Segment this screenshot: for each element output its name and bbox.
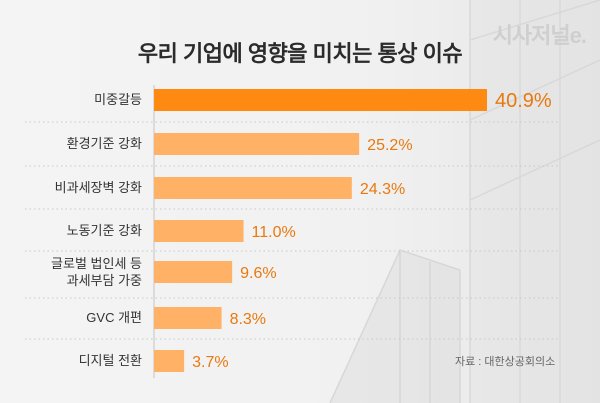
category-label: 노동기준 강화 <box>67 223 142 238</box>
bar <box>154 307 222 329</box>
bar <box>154 350 185 372</box>
category-label: 환경기준 강화 <box>67 136 142 151</box>
data-label: 11.0% <box>252 224 296 241</box>
bar <box>154 133 360 155</box>
bar <box>154 177 352 199</box>
data-label: 3.7% <box>192 354 228 371</box>
category-label: 디지털 전환 <box>79 353 142 368</box>
category-label: 비과세장벽 강화 <box>55 180 142 195</box>
category-label-line: 비과세장벽 강화 <box>55 180 142 195</box>
category-label-line: 글로벌 법인세 등 <box>51 256 142 271</box>
data-label: 40.9% <box>495 90 552 112</box>
chart-title: 우리 기업에 영향을 미치는 통상 이슈 <box>137 41 463 66</box>
category-label-line: 노동기준 강화 <box>67 223 142 238</box>
category-label-line: GVC 개편 <box>86 310 142 325</box>
bar <box>154 89 487 111</box>
bar <box>154 220 244 242</box>
source-note: 자료 : 대한상공회의소 <box>455 356 556 368</box>
category-label: 미중갈등 <box>94 92 142 107</box>
category-label-line: 미중갈등 <box>94 92 142 107</box>
data-label: 8.3% <box>230 311 266 328</box>
bar <box>154 261 233 283</box>
category-label-line: 과세부담 가중 <box>67 273 142 288</box>
category-label-line: 환경기준 강화 <box>67 136 142 151</box>
data-label: 24.3% <box>360 181 405 198</box>
data-label: 9.6% <box>240 265 276 282</box>
watermark-logo: 시사저널e. <box>492 23 587 48</box>
category-label-line: 디지털 전환 <box>79 353 142 368</box>
data-label: 25.2% <box>367 137 412 154</box>
category-label: GVC 개편 <box>86 310 142 325</box>
